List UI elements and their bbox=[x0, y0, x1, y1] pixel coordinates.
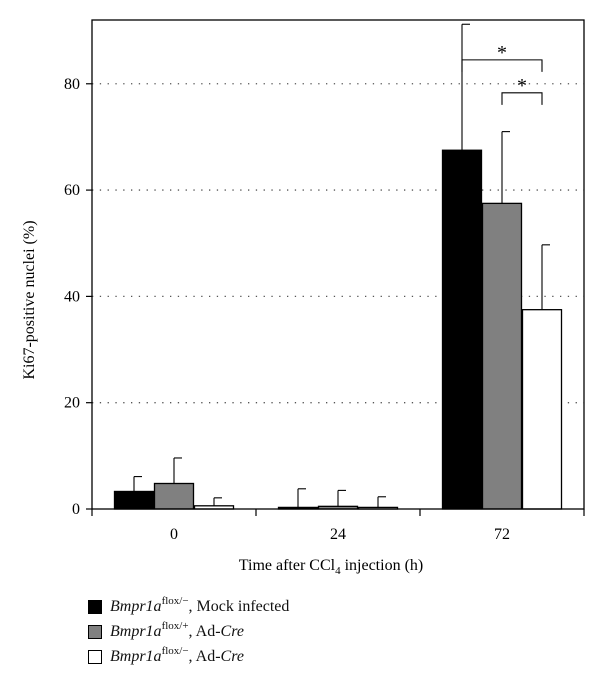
x-tick-label: 72 bbox=[494, 526, 510, 543]
plot-frame bbox=[91, 19, 585, 510]
x-tick-label: 0 bbox=[170, 526, 178, 543]
y-tick-label: 80 bbox=[64, 76, 80, 93]
legend-item-het-cre: Bmpr1aflox/+, Ad-Cre bbox=[88, 619, 289, 644]
legend-swatch-gray bbox=[88, 624, 102, 639]
legend-swatch-white bbox=[88, 649, 102, 664]
bars bbox=[113, 149, 563, 510]
legend-label: Bmpr1aflox/−, Ad-Cre bbox=[110, 644, 244, 665]
bar bbox=[481, 202, 523, 510]
x-tick-labels: 0 24 72 bbox=[170, 526, 510, 543]
significance-bracket bbox=[461, 59, 543, 72]
y-tick-labels: 0 20 40 60 80 bbox=[64, 76, 80, 518]
legend-item-ko-cre: Bmpr1aflox/−, Ad-Cre bbox=[88, 644, 289, 669]
y-tick-label: 40 bbox=[64, 288, 80, 305]
axes bbox=[86, 19, 585, 516]
bar bbox=[153, 482, 195, 510]
error-bars bbox=[133, 23, 550, 508]
legend-label: Bmpr1aflox/+, Ad-Cre bbox=[110, 619, 244, 640]
legend-label: Bmpr1aflox/−, Mock infected bbox=[110, 594, 290, 615]
significance-brackets: ** bbox=[461, 42, 543, 105]
x-tick-label: 24 bbox=[330, 526, 346, 543]
y-tick-label: 20 bbox=[64, 395, 80, 412]
y-tick-label: 0 bbox=[72, 501, 80, 518]
legend-swatch-black bbox=[88, 599, 102, 614]
bar bbox=[441, 149, 483, 510]
significance-star: * bbox=[497, 42, 507, 64]
bar bbox=[521, 309, 563, 510]
bar bbox=[113, 490, 155, 510]
legend: Bmpr1aflox/−, Mock infected Bmpr1aflox/+… bbox=[88, 594, 289, 669]
legend-item-mock: Bmpr1aflox/−, Mock infected bbox=[88, 594, 289, 619]
y-tick-label: 60 bbox=[64, 182, 80, 199]
x-axis-label: Time after CCl4 injection (h) bbox=[239, 557, 423, 577]
y-axis-label: Ki67-positive nuclei (%) bbox=[21, 220, 38, 379]
significance-bracket bbox=[501, 92, 543, 105]
significance-star: * bbox=[517, 75, 527, 97]
